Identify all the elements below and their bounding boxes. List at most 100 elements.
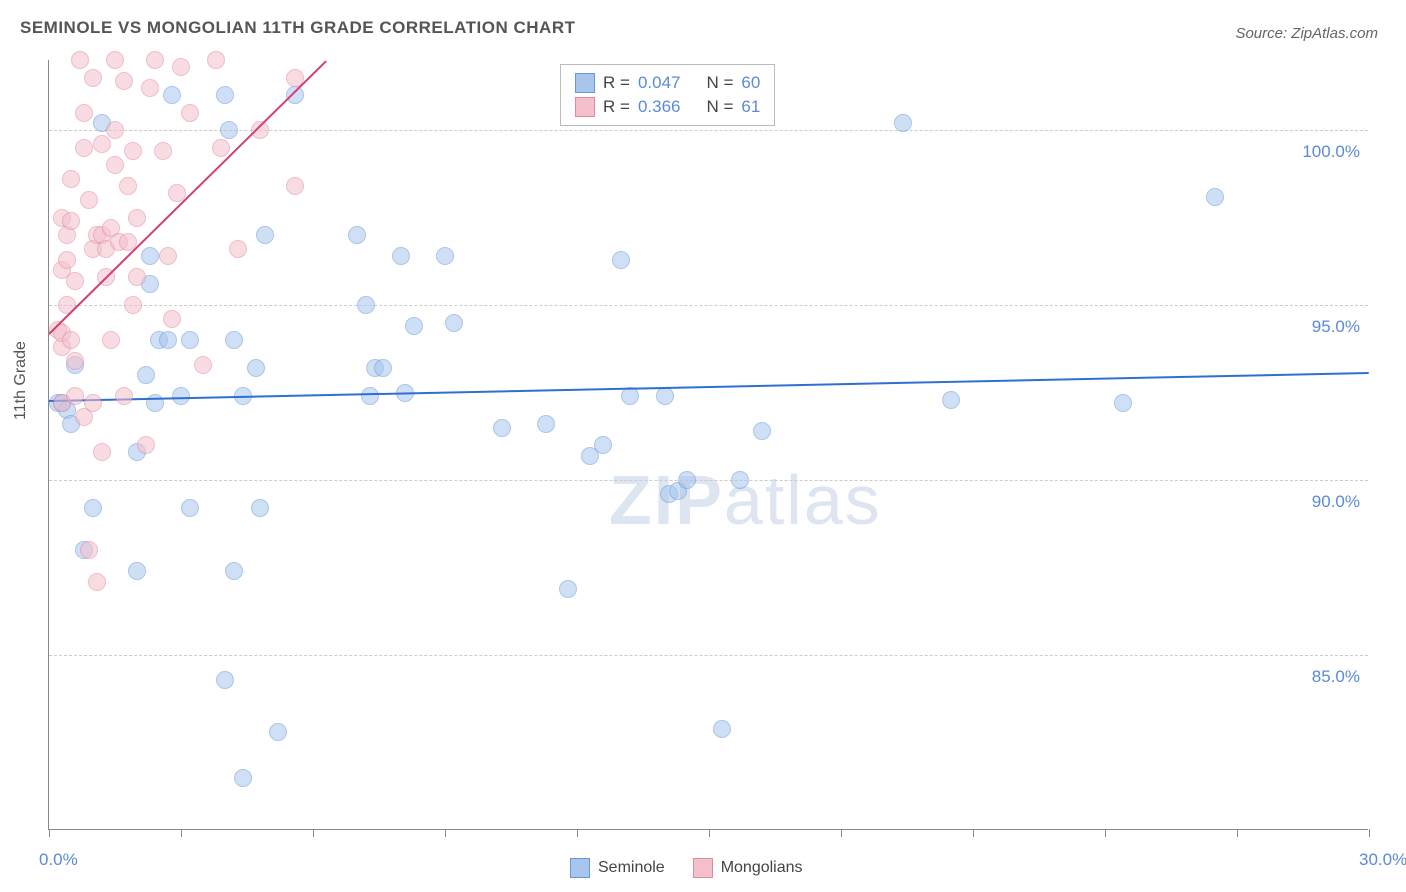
- legend-row-seminole: R = 0.047 N = 60: [575, 71, 760, 95]
- data-point: [80, 191, 98, 209]
- data-point: [392, 247, 410, 265]
- y-tick-label: 90.0%: [1312, 492, 1360, 512]
- data-point: [119, 177, 137, 195]
- y-tick-label: 85.0%: [1312, 667, 1360, 687]
- data-point: [216, 86, 234, 104]
- legend-series: Seminole Mongolians: [570, 858, 803, 878]
- data-point: [137, 366, 155, 384]
- data-point: [537, 415, 555, 433]
- r-label: R =: [603, 73, 630, 93]
- data-point: [84, 69, 102, 87]
- source-attribution: Source: ZipAtlas.com: [1235, 25, 1378, 42]
- data-point: [106, 51, 124, 69]
- gridline: [49, 655, 1368, 656]
- data-point: [753, 422, 771, 440]
- data-point: [62, 170, 80, 188]
- data-point: [256, 226, 274, 244]
- data-point: [106, 121, 124, 139]
- data-point: [731, 471, 749, 489]
- data-point: [58, 251, 76, 269]
- n-label: N =: [706, 73, 733, 93]
- legend-item-seminole: Seminole: [570, 858, 665, 878]
- gridline: [49, 480, 1368, 481]
- n-value: 60: [741, 73, 760, 93]
- x-tick-label: 0.0%: [39, 850, 78, 870]
- data-point: [115, 72, 133, 90]
- data-point: [159, 247, 177, 265]
- data-point: [1206, 188, 1224, 206]
- data-point: [251, 499, 269, 517]
- x-tick: [841, 829, 842, 837]
- data-point: [225, 562, 243, 580]
- data-point: [146, 51, 164, 69]
- data-point: [594, 436, 612, 454]
- data-point: [159, 331, 177, 349]
- legend-item-mongolians: Mongolians: [693, 858, 803, 878]
- data-point: [66, 352, 84, 370]
- data-point: [106, 156, 124, 174]
- data-point: [124, 296, 142, 314]
- n-value: 61: [741, 97, 760, 117]
- data-point: [88, 573, 106, 591]
- data-point: [62, 331, 80, 349]
- r-value: 0.366: [638, 97, 681, 117]
- y-axis-title: 11th Grade: [12, 341, 30, 420]
- data-point: [80, 541, 98, 559]
- data-point: [172, 58, 190, 76]
- data-point: [942, 391, 960, 409]
- gridline: [49, 130, 1368, 131]
- data-point: [75, 139, 93, 157]
- data-point: [678, 471, 696, 489]
- data-point: [357, 296, 375, 314]
- r-label: R =: [603, 97, 630, 117]
- legend-correlation: R = 0.047 N = 60 R = 0.366 N = 61: [560, 64, 775, 126]
- data-point: [436, 247, 454, 265]
- r-value: 0.047: [638, 73, 681, 93]
- legend-label: Mongolians: [721, 859, 803, 876]
- data-point: [894, 114, 912, 132]
- x-tick: [1105, 829, 1106, 837]
- data-point: [656, 387, 674, 405]
- data-point: [163, 310, 181, 328]
- data-point: [181, 104, 199, 122]
- data-point: [62, 212, 80, 230]
- data-point: [115, 387, 133, 405]
- legend-swatch-icon: [693, 858, 713, 878]
- n-label: N =: [706, 97, 733, 117]
- data-point: [348, 226, 366, 244]
- data-point: [374, 359, 392, 377]
- data-point: [71, 51, 89, 69]
- legend-label: Seminole: [598, 859, 665, 876]
- data-point: [559, 580, 577, 598]
- legend-row-mongolians: R = 0.366 N = 61: [575, 95, 760, 119]
- data-point: [229, 240, 247, 258]
- data-point: [128, 209, 146, 227]
- data-point: [163, 86, 181, 104]
- data-point: [141, 79, 159, 97]
- data-point: [93, 135, 111, 153]
- x-tick: [1237, 829, 1238, 837]
- data-point: [124, 142, 142, 160]
- data-point: [66, 387, 84, 405]
- legend-swatch-mongolians: [575, 97, 595, 117]
- data-point: [102, 331, 120, 349]
- data-point: [128, 562, 146, 580]
- data-point: [141, 247, 159, 265]
- data-point: [220, 121, 238, 139]
- data-point: [93, 443, 111, 461]
- x-tick: [1369, 829, 1370, 837]
- data-point: [212, 139, 230, 157]
- data-point: [361, 387, 379, 405]
- x-tick: [709, 829, 710, 837]
- data-point: [405, 317, 423, 335]
- data-point: [84, 394, 102, 412]
- data-point: [713, 720, 731, 738]
- data-point: [172, 387, 190, 405]
- y-tick-label: 100.0%: [1302, 142, 1360, 162]
- y-tick-label: 95.0%: [1312, 317, 1360, 337]
- x-tick: [577, 829, 578, 837]
- data-point: [445, 314, 463, 332]
- data-point: [194, 356, 212, 374]
- data-point: [84, 499, 102, 517]
- data-point: [493, 419, 511, 437]
